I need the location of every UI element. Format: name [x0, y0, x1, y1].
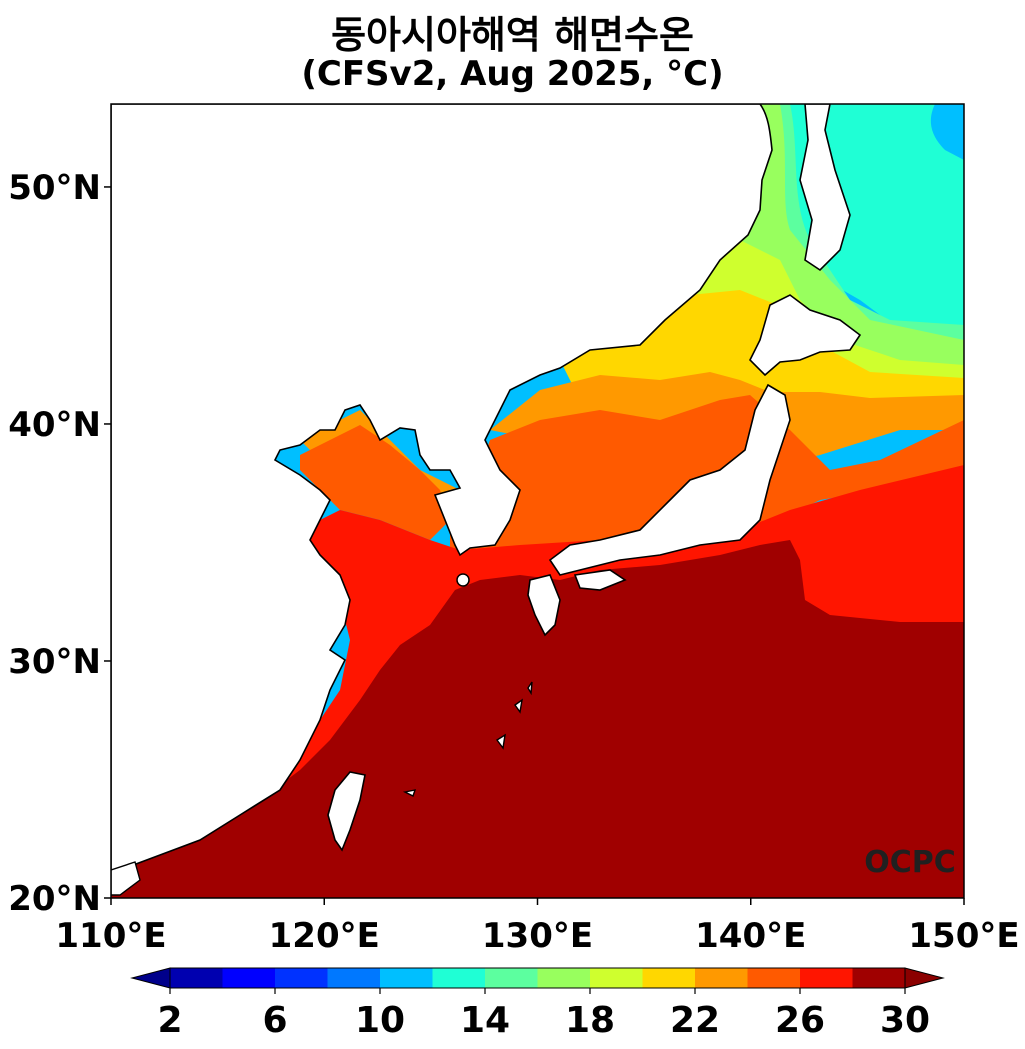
land-sakhalin [799, 104, 851, 272]
colorbar-segment [222, 968, 276, 988]
x-tick-label: 140°E [695, 916, 806, 956]
ocpc-watermark: OCPC [864, 845, 956, 880]
y-tick-label: 40°N [8, 405, 101, 445]
sst-field [111, 104, 964, 898]
colorbar-label: 18 [565, 1000, 615, 1041]
land-hokkaido [749, 294, 862, 377]
land-hainan-edge [111, 861, 141, 896]
land-asia-mainland [111, 104, 773, 882]
chart-title: 동아시아해역 해면수온 [331, 13, 694, 57]
y-tick-label: 20°N [8, 879, 101, 919]
chart-subtitle: (CFSv2, Aug 2025, °C) [301, 54, 724, 94]
colorbar-label: 10 [355, 1000, 405, 1041]
colorbar-segment [590, 968, 643, 988]
colorbar-segment [800, 968, 853, 988]
colorbar-segment [432, 968, 486, 988]
x-tick-label: 150°E [908, 916, 1019, 956]
colorbar-segment [852, 968, 906, 988]
colorbar-extend-low [130, 967, 171, 989]
land-kyushu [527, 574, 561, 637]
colorbar-segment [275, 968, 328, 988]
x-tick-label: 130°E [482, 916, 593, 956]
island-jeju [456, 573, 470, 587]
colorbar-segment [695, 968, 748, 988]
colorbar-segment [170, 968, 223, 988]
sst-band-24 [300, 372, 964, 505]
y-axis: 20°N 30°N 40°N 50°N [8, 168, 111, 919]
y-tick-label: 30°N [8, 642, 101, 682]
x-tick-label: 110°E [55, 916, 166, 956]
colorbar-label: 30 [880, 1000, 930, 1041]
colorbar-label: 2 [157, 1000, 182, 1041]
colorbar-label: 26 [775, 1000, 825, 1041]
colorbar-segment [747, 968, 801, 988]
land-shikoku [573, 569, 627, 591]
colorbar-label: 6 [262, 1000, 287, 1041]
land-taiwan [327, 771, 366, 852]
sst-band-30 [111, 540, 964, 898]
colorbar: 2 6 10 14 18 22 26 30 [130, 967, 945, 1041]
colorbar-segment [380, 968, 433, 988]
colorbar-label: 14 [460, 1000, 510, 1041]
colorbar-label: 22 [670, 1000, 720, 1041]
x-axis: 110°E 120°E 130°E 140°E 150°E [55, 898, 1020, 956]
colorbar-segment [327, 968, 381, 988]
island-ryukyu [402, 681, 533, 797]
land-honshu [548, 383, 791, 576]
colorbar-segment [485, 968, 538, 988]
colorbar-segment [642, 968, 696, 988]
colorbar-extend-high [904, 967, 945, 989]
colorbar-outline [169, 967, 906, 989]
colorbar-segment [537, 968, 591, 988]
x-tick-label: 120°E [269, 916, 380, 956]
y-tick-label: 50°N [8, 168, 101, 208]
